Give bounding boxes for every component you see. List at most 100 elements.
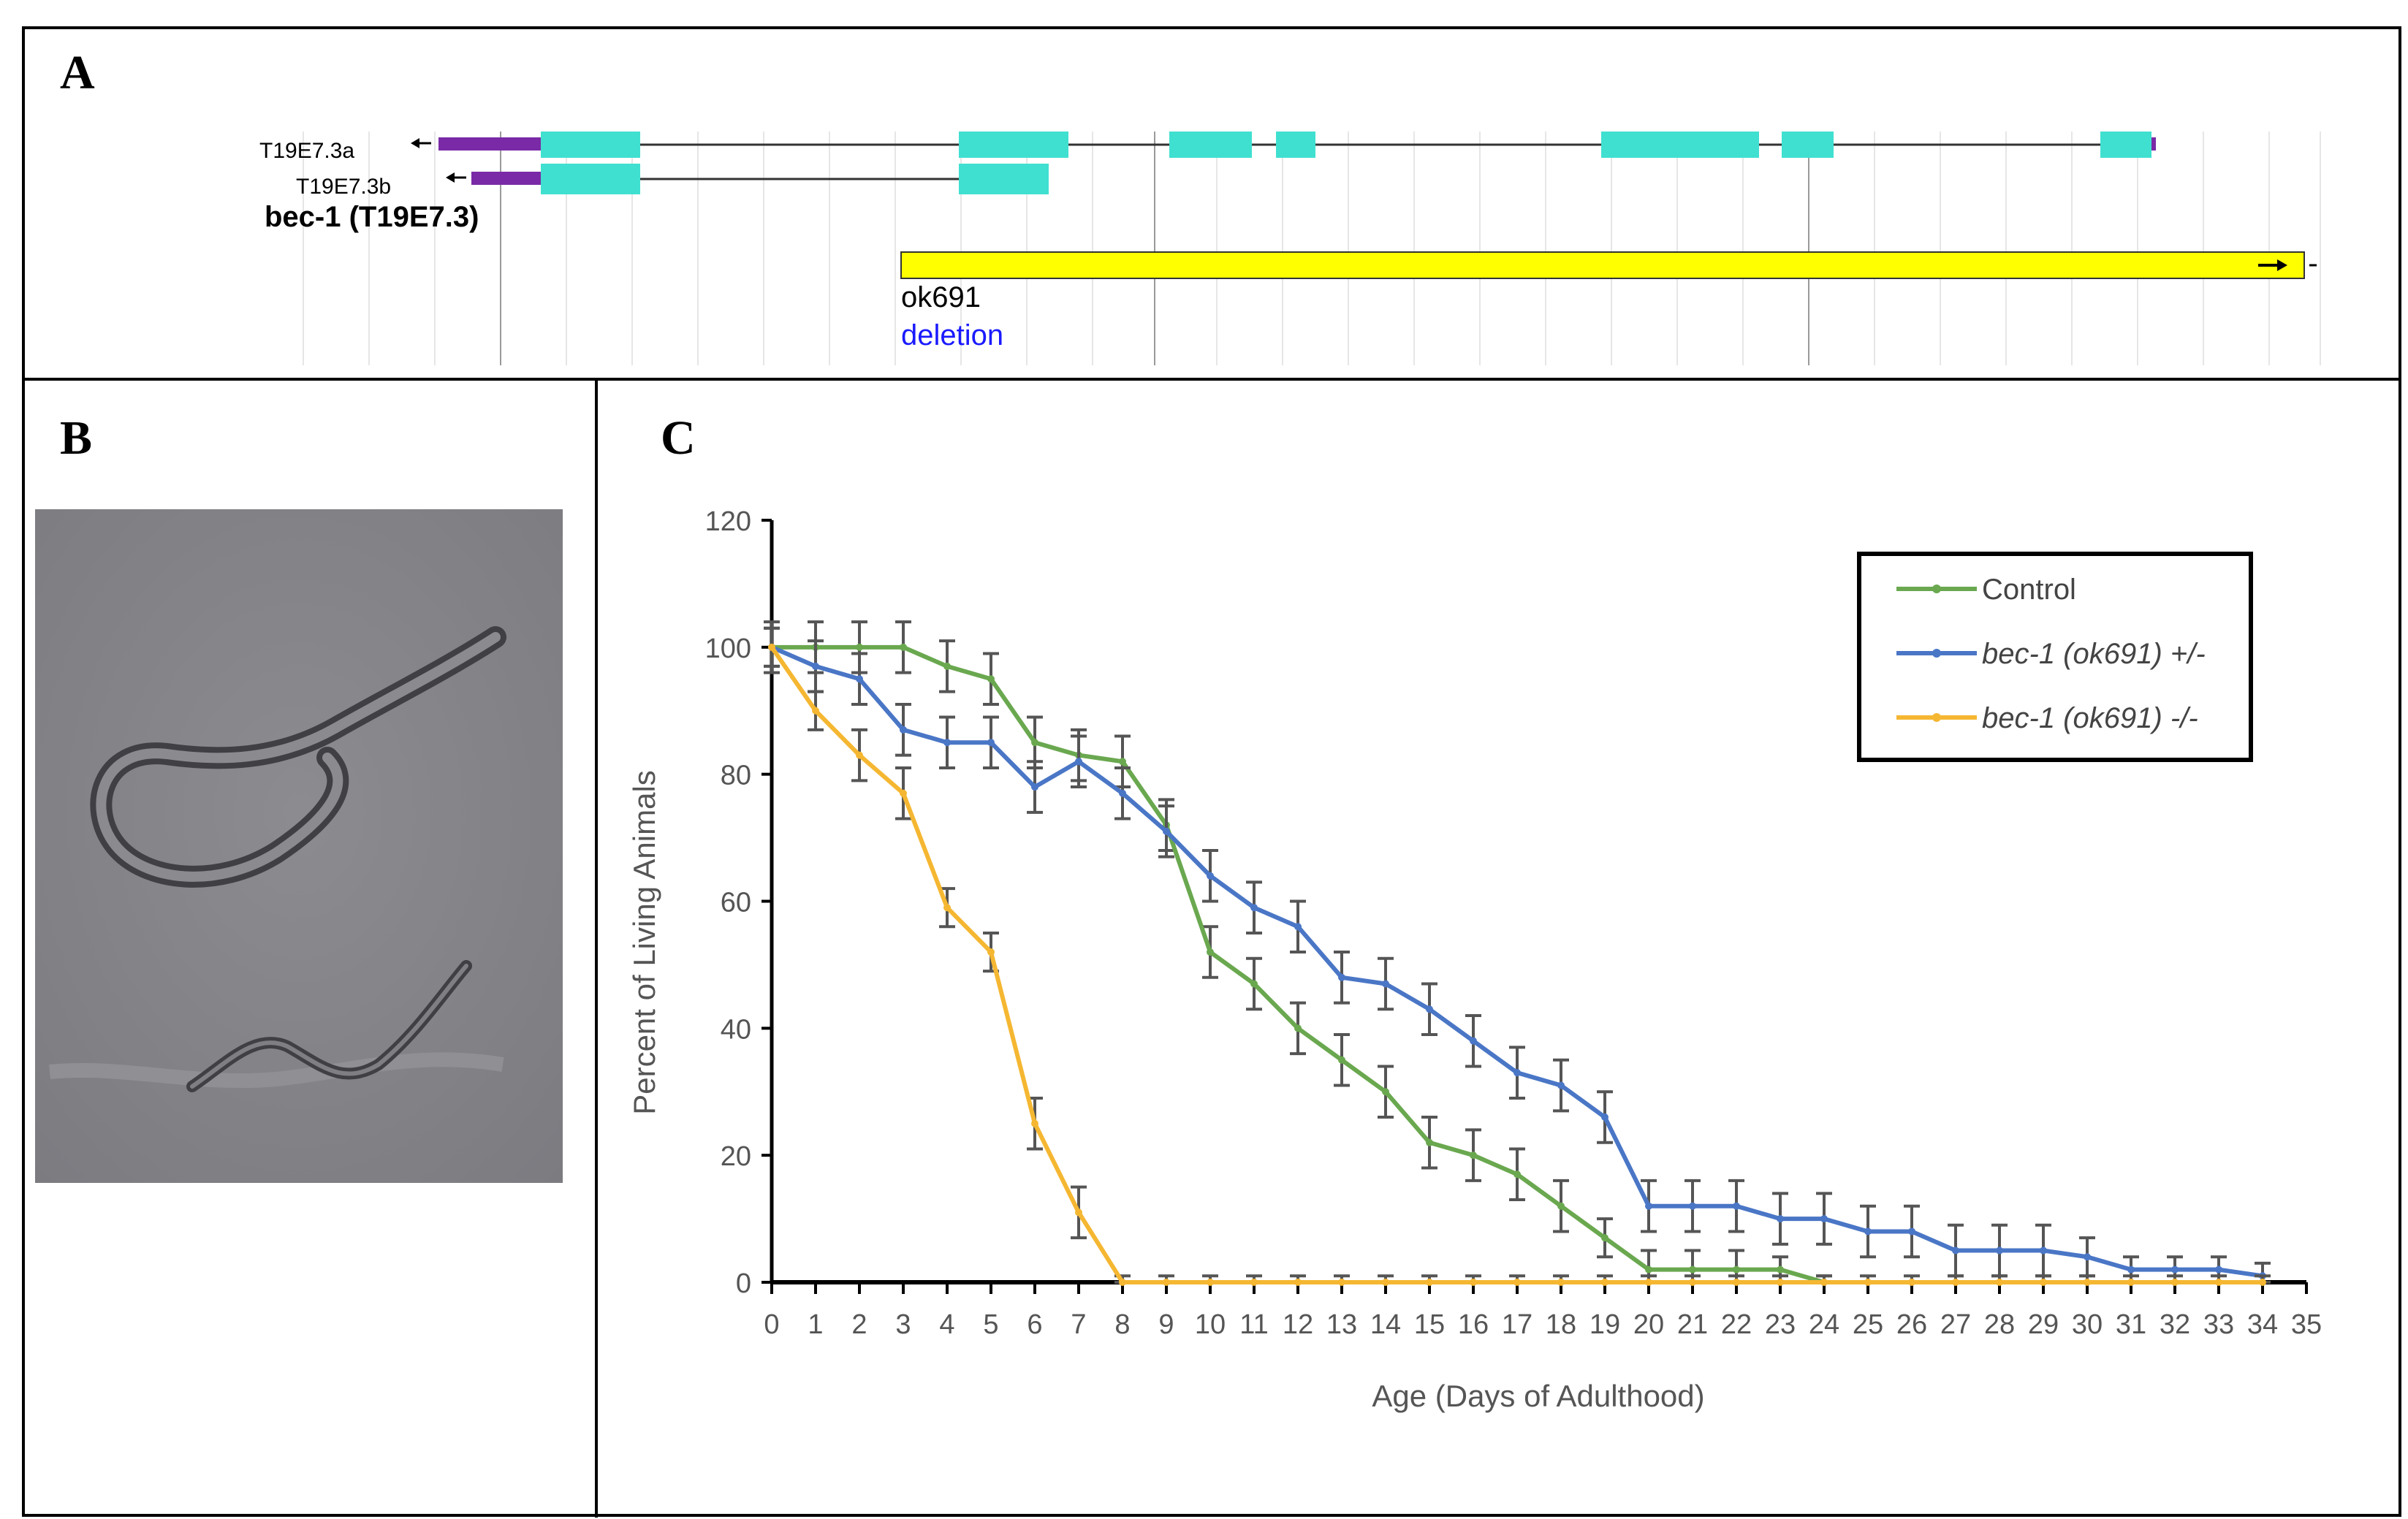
- exon-a-6: [1782, 132, 1834, 158]
- data-point: [1119, 758, 1126, 766]
- exon-a-3: [1169, 132, 1252, 158]
- allele-label: ok691: [901, 281, 981, 313]
- data-point: [1777, 1265, 1784, 1274]
- data-point: [1996, 1246, 2003, 1255]
- data-point: [1557, 1279, 1565, 1286]
- gene-model-grid: [303, 132, 2321, 365]
- legend-marker-3: [1932, 713, 1941, 722]
- data-point: [856, 751, 863, 759]
- data-point: [1207, 948, 1214, 956]
- data-point: [1163, 1279, 1170, 1286]
- data-point: [1733, 1265, 1740, 1274]
- series-1: [764, 620, 1832, 1286]
- x-tick-label-29: 29: [2028, 1309, 2059, 1340]
- deletion-arrow-head: [2277, 259, 2287, 271]
- data-point: [1996, 1279, 2003, 1286]
- x-tick-label-16: 16: [1458, 1309, 1489, 1340]
- gene-model-major-grid: [500, 132, 1809, 365]
- data-point: [1250, 1279, 1258, 1286]
- data-point: [1908, 1279, 1915, 1286]
- data-point: [1601, 1234, 1609, 1242]
- exon-a-7: [2100, 132, 2151, 158]
- data-point: [2171, 1265, 2179, 1274]
- data-point: [943, 662, 951, 670]
- x-tick-label-23: 23: [1765, 1309, 1796, 1340]
- data-point: [2171, 1279, 2179, 1286]
- transcript-b-label: T19E7.3b: [296, 175, 391, 199]
- gene-model: T19E7.3a T19E7.3b bec-1 (T19E7.3) ok691 …: [259, 132, 2321, 365]
- data-point: [1952, 1279, 1959, 1286]
- x-tick-label-19: 19: [1589, 1309, 1620, 1340]
- data-point: [1294, 923, 1302, 931]
- x-tick-label-30: 30: [2072, 1309, 2103, 1340]
- x-tick-label-21: 21: [1677, 1309, 1708, 1340]
- data-point: [1075, 1208, 1082, 1217]
- data-point: [768, 643, 775, 651]
- data-point: [1207, 1279, 1214, 1286]
- figure-frame: [22, 26, 2401, 1517]
- x-tick-label-24: 24: [1809, 1309, 1839, 1340]
- data-point: [1031, 739, 1038, 747]
- x-tick-label-0: 0: [764, 1309, 779, 1340]
- data-point: [1207, 872, 1214, 880]
- deletion-bar: [900, 251, 2305, 279]
- data-point: [1645, 1265, 1652, 1274]
- x-tick-label-2: 2: [851, 1309, 867, 1340]
- exon-a-5: [1601, 132, 1759, 158]
- data-point: [1513, 1279, 1521, 1286]
- data-point: [1294, 1024, 1302, 1032]
- data-point: [1777, 1279, 1784, 1286]
- data-point: [1513, 1170, 1521, 1179]
- x-tick-label-22: 22: [1721, 1309, 1752, 1340]
- panel-divider-horizontal: [22, 378, 2401, 381]
- legend-label-1: Control: [1982, 574, 2076, 606]
- data-point: [1382, 1088, 1389, 1096]
- data-point: [1601, 1279, 1609, 1286]
- panel-label-c: C: [661, 411, 696, 465]
- x-tick-label-13: 13: [1326, 1309, 1357, 1340]
- legend-marker-2: [1932, 649, 1941, 658]
- data-point: [856, 675, 863, 683]
- data-point: [1338, 973, 1345, 981]
- data-point: [1163, 827, 1170, 835]
- x-tick-label-5: 5: [983, 1309, 998, 1340]
- legend-label-2: bec-1 (ok691) +/-: [1982, 638, 2206, 670]
- x-tick-label-26: 26: [1896, 1309, 1927, 1340]
- data-point: [1557, 1202, 1565, 1210]
- data-point: [1689, 1265, 1696, 1274]
- y-tick-label-40: 40: [721, 1014, 751, 1045]
- data-point: [1864, 1227, 1872, 1236]
- data-point: [1119, 789, 1126, 797]
- exon-a-2: [959, 132, 1068, 158]
- data-point: [1513, 1069, 1521, 1077]
- data-point: [1382, 1279, 1389, 1286]
- arrow-b-head: [446, 172, 455, 183]
- y-axis-label: Percent of Living Animals: [627, 770, 661, 1115]
- y-tick-label-100: 100: [705, 633, 751, 664]
- x-tick-label-33: 33: [2203, 1309, 2234, 1340]
- data-point: [1119, 1279, 1126, 1286]
- panel-label-a: A: [60, 46, 95, 99]
- x-tick-label-1: 1: [808, 1309, 823, 1340]
- exon-b-1: [541, 164, 640, 194]
- data-point: [2127, 1279, 2135, 1286]
- data-point: [1864, 1279, 1872, 1286]
- data-point: [943, 904, 951, 912]
- data-point: [1908, 1227, 1915, 1236]
- data-point: [2259, 1279, 2266, 1286]
- data-point: [1689, 1279, 1696, 1286]
- arrow-a-head: [411, 138, 419, 148]
- data-point: [1031, 1119, 1038, 1127]
- x-tick-label-20: 20: [1633, 1309, 1664, 1340]
- y-tick-label-20: 20: [721, 1141, 751, 1172]
- data-point: [900, 789, 907, 797]
- data-point: [1382, 980, 1389, 988]
- data-point: [943, 739, 951, 747]
- data-point: [1733, 1202, 1740, 1210]
- data-point: [1733, 1279, 1740, 1286]
- data-point: [1470, 1151, 1477, 1160]
- data-point: [1250, 904, 1258, 912]
- x-tick-label-9: 9: [1158, 1309, 1174, 1340]
- data-point: [1294, 1279, 1302, 1286]
